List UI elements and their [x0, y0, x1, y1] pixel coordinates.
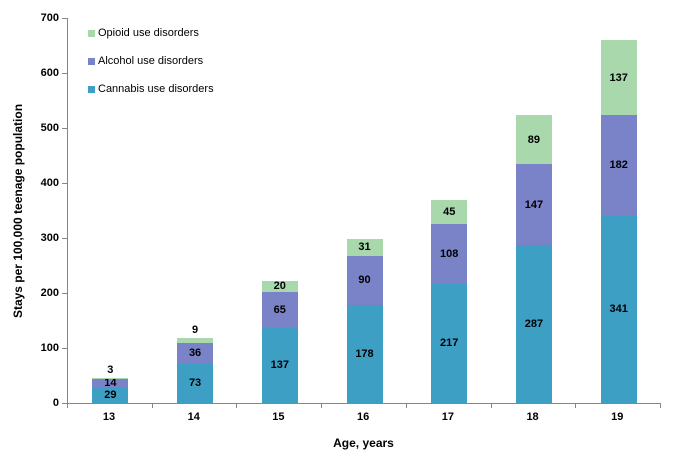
bar-segment-label: 9 [192, 324, 199, 337]
x-axis-tick [575, 404, 577, 408]
x-tick-label: 17 [441, 411, 454, 423]
y-tick-label: 300 [40, 232, 59, 244]
legend: Opioid use disorders Alcohol use disorder… [88, 26, 214, 110]
bar-segment-label: 137 [270, 359, 289, 372]
legend-label: Alcohol use disorders [98, 55, 204, 67]
bar-segment-label: 217 [440, 337, 459, 350]
bar-segment-label: 341 [609, 303, 628, 316]
y-axis-tick [62, 128, 67, 129]
x-tick-label: 14 [187, 411, 200, 423]
legend-item: Alcohol use disorders [88, 54, 214, 68]
bar: 217 108 45 [431, 199, 468, 403]
plot-area: 29 14 3 73 36 9 137 65 20 178 90 31 217 108 45 287 147 89… [67, 18, 661, 404]
bar-segment [600, 215, 637, 403]
y-axis-tick [62, 73, 67, 74]
bar-segment-label: 31 [358, 241, 371, 254]
bar-segment [177, 362, 214, 403]
bar-segment-label: 90 [358, 274, 371, 287]
legend-label: Opioid use disorders [98, 27, 199, 39]
bar-segment [346, 255, 383, 306]
bar-segment-label: 29 [104, 389, 117, 402]
bar-segment-label: 178 [355, 348, 374, 361]
bar-segment [515, 115, 552, 165]
bar-segment-label: 36 [188, 346, 202, 359]
x-axis-tick [236, 404, 238, 408]
y-axis-tick [62, 18, 67, 19]
y-tick-label: 0 [52, 397, 59, 409]
bar-segment-label: 45 [443, 205, 456, 218]
bar-segment-label: 73 [188, 376, 202, 389]
bar-segment [177, 343, 214, 363]
bar-segment [431, 224, 468, 284]
x-axis-tick [321, 404, 323, 408]
bar: 287 147 89 [515, 115, 552, 403]
y-axis-tick [62, 403, 67, 404]
bar-segment [600, 40, 637, 116]
x-axis-tick [151, 404, 153, 408]
x-tick-label: 16 [357, 411, 370, 423]
legend-item: Opioid use disorders [88, 26, 214, 40]
y-axis-tick [62, 293, 67, 294]
legend-item: Cannabis use disorders [88, 82, 214, 96]
bar: 178 90 31 [346, 238, 383, 403]
y-tick-label: 200 [40, 287, 59, 299]
bar-segment-label: 65 [273, 303, 286, 316]
legend-swatch-icon [88, 57, 95, 65]
x-tick-label: 19 [611, 411, 624, 423]
x-tick-label: 13 [102, 411, 116, 423]
bar-segment-label: 3 [107, 363, 114, 376]
bar-segment [431, 199, 468, 225]
bar: 29 14 3 [92, 364, 129, 403]
bar-segment [600, 115, 637, 216]
bar-segment-label: 20 [273, 280, 286, 293]
bar: 137 65 20 [261, 280, 298, 403]
bar-segment [346, 305, 383, 403]
bar-segment-label: 182 [609, 159, 628, 172]
x-axis-tick [660, 404, 661, 408]
y-axis-tick [62, 238, 67, 239]
x-tick-label: 18 [526, 411, 539, 423]
bar-segment [177, 338, 214, 344]
legend-label: Cannabis use disorders [98, 83, 214, 95]
bar-segment [261, 291, 298, 328]
y-axis-tick [62, 348, 67, 349]
bar-segment-label: 108 [440, 247, 459, 260]
bar-segment-label: 14 [104, 377, 117, 390]
bar-segment [515, 164, 552, 246]
x-axis-tick [490, 404, 492, 408]
x-tick-label: 15 [272, 411, 285, 423]
y-tick-label: 400 [40, 177, 59, 189]
x-axis-tick [405, 404, 407, 408]
x-axis-tick [67, 404, 68, 408]
bar-segment-label: 89 [527, 133, 541, 146]
bar-segment-label: 287 [524, 318, 544, 331]
bar-segment [92, 379, 129, 388]
bar-segment-label: 137 [609, 71, 628, 84]
bar: 73 36 9 [177, 324, 214, 403]
y-tick-label: 700 [40, 12, 59, 24]
bar-segment [92, 387, 129, 403]
bar-segment [515, 245, 552, 403]
bar-segment [261, 280, 298, 292]
bar-segment [261, 327, 298, 403]
y-axis-tick [62, 183, 67, 184]
y-tick-label: 500 [40, 122, 59, 134]
y-tick-label: 100 [40, 342, 59, 354]
bar-segment [92, 377, 129, 380]
bar: 341 182 137 [600, 40, 637, 403]
bar-segment [346, 238, 383, 256]
bar-segment-label: 147 [524, 198, 544, 211]
legend-swatch-icon [88, 85, 95, 93]
bar-segment [431, 283, 468, 403]
y-tick-label: 600 [40, 67, 59, 79]
legend-swatch-icon [88, 29, 95, 37]
x-axis-title: Age, years [333, 436, 394, 450]
